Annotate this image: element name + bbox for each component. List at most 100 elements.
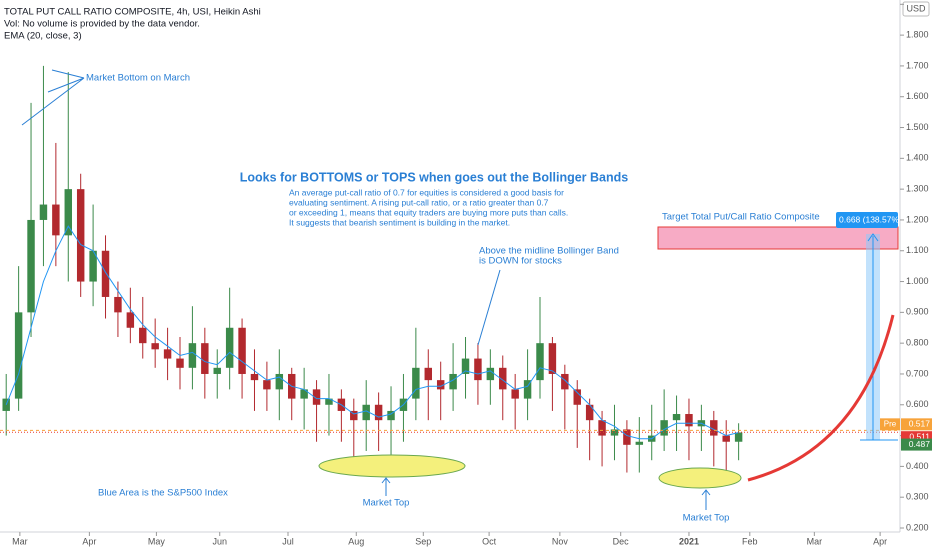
- candle-body: [387, 410, 395, 421]
- candle-body: [585, 404, 594, 421]
- y-tick-label: 1.500: [906, 122, 929, 132]
- price-prefix-box: [880, 418, 900, 431]
- axes: 1.800 1.700 1.600 1.500 1.400 1.300 1.200 1.100…: [12, 3, 932, 546]
- candle-body: [536, 343, 544, 381]
- candle-body: [511, 389, 519, 399]
- annotation-headline: Looks for BOTTOMS or TOPS when goes out …: [240, 170, 629, 184]
- y-tick-label: 1.400: [906, 153, 929, 163]
- y-tick-label: 1.100: [906, 245, 929, 255]
- candle-body: [350, 410, 358, 421]
- candle-body: [734, 432, 743, 442]
- candle-body: [101, 250, 110, 297]
- candle-body: [685, 414, 693, 427]
- annotation: Market Top: [363, 498, 410, 509]
- market-top-ellipse: [658, 467, 742, 489]
- candle-body: [374, 404, 383, 421]
- x-tick-label: May: [148, 536, 166, 546]
- candle-body: [126, 312, 135, 328]
- candle-body: [573, 389, 581, 405]
- candle-body: [486, 367, 495, 381]
- candle-body: [449, 373, 457, 390]
- x-tick-label: Jul: [282, 536, 294, 546]
- y-tick-label: 0.300: [906, 492, 929, 502]
- candle-body: [238, 327, 246, 374]
- candle-body: [300, 389, 308, 399]
- candle-body: [114, 296, 122, 313]
- y-tick-label: 1.300: [906, 184, 929, 194]
- candle-body: [139, 327, 147, 344]
- candle-body: [213, 367, 221, 374]
- annotation: An average put-call ratio of 0.7 for equ…: [289, 187, 564, 197]
- candle-body: [499, 367, 507, 390]
- x-tick-label: Sep: [415, 536, 431, 546]
- candle-body: [64, 189, 72, 236]
- y-tick-label: 0.200: [906, 522, 929, 532]
- candle-body: [312, 389, 321, 405]
- currency-box: [902, 1, 930, 17]
- price-label: 0.487: [909, 439, 931, 449]
- ema-line: [5, 225, 739, 440]
- price-prefix: Pre: [884, 419, 897, 428]
- x-tick-label: 2021: [679, 536, 699, 546]
- x-tick-label: Apr: [873, 536, 887, 546]
- candle-body: [225, 327, 234, 368]
- projection-curve: [747, 314, 895, 482]
- annotation: Above the midline Bollinger Band: [479, 246, 619, 257]
- price-label-box: [901, 438, 932, 451]
- y-tick-label: 1.000: [906, 276, 929, 286]
- candle-body: [39, 204, 48, 220]
- y-tick-label: 0.700: [906, 368, 929, 378]
- candle-body: [201, 343, 209, 374]
- candle-body: [263, 380, 271, 390]
- candle-body: [710, 420, 718, 436]
- candle-body: [722, 435, 730, 442]
- candle-body: [610, 429, 619, 436]
- market-top-ellipse: [318, 454, 466, 478]
- candle-body: [598, 420, 606, 436]
- candle-body: [188, 343, 197, 368]
- candle-body: [250, 373, 259, 381]
- annotation: Market Top: [683, 513, 730, 524]
- y-tick-label: 0.400: [906, 461, 929, 471]
- y-tick-label: 1.700: [906, 60, 929, 70]
- price-label: 0.517: [909, 419, 931, 429]
- x-tick-label: Dec: [613, 536, 630, 546]
- annotation: Blue Area is the S&P500 Index: [98, 488, 228, 499]
- y-tick-label: 0.900: [906, 307, 929, 317]
- candle-body: [151, 343, 159, 350]
- candle-body: [412, 367, 420, 399]
- candle-body: [436, 380, 445, 390]
- y-tick-label: 1.600: [906, 91, 929, 101]
- candle-body: [474, 358, 482, 381]
- annotation: is DOWN for stocks: [479, 256, 562, 267]
- x-tick-label: Mar: [807, 536, 823, 546]
- candle-body: [163, 349, 172, 359]
- candle-body: [52, 204, 60, 236]
- x-tick-label: Nov: [552, 536, 569, 546]
- candle-body: [635, 441, 644, 445]
- y-tick-label: 1.200: [906, 214, 929, 224]
- y-tick-label: 0.800: [906, 338, 929, 348]
- annotation: It suggests that bearish sentiment is bu…: [289, 217, 510, 227]
- measure-label-box: [836, 212, 898, 228]
- annotation: evaluating sentiment. A rising put-call …: [289, 197, 549, 207]
- candle-body: [672, 414, 681, 421]
- arrows: [21, 69, 711, 510]
- candle-body: [14, 312, 23, 399]
- candle-body: [325, 398, 333, 405]
- target-zone: [657, 226, 899, 250]
- y-axis-panel: [900, 0, 932, 550]
- candle-body: [561, 373, 569, 390]
- measure-arrowhead: [867, 233, 879, 242]
- candle-body: [275, 373, 284, 390]
- x-tick-label: Apr: [82, 536, 96, 546]
- price-label: 0.511: [909, 431, 930, 441]
- annotation: or exceeding 1, means that equity trader…: [289, 207, 568, 217]
- candle-body: [424, 367, 432, 381]
- annotation: Target Total Put/Call Ratio Composite: [662, 212, 820, 223]
- annotation: Market Bottom on March: [86, 73, 190, 84]
- y-tick-label: 1.800: [906, 29, 929, 39]
- x-tick-label: Feb: [742, 536, 758, 546]
- price-label-box: [901, 418, 932, 431]
